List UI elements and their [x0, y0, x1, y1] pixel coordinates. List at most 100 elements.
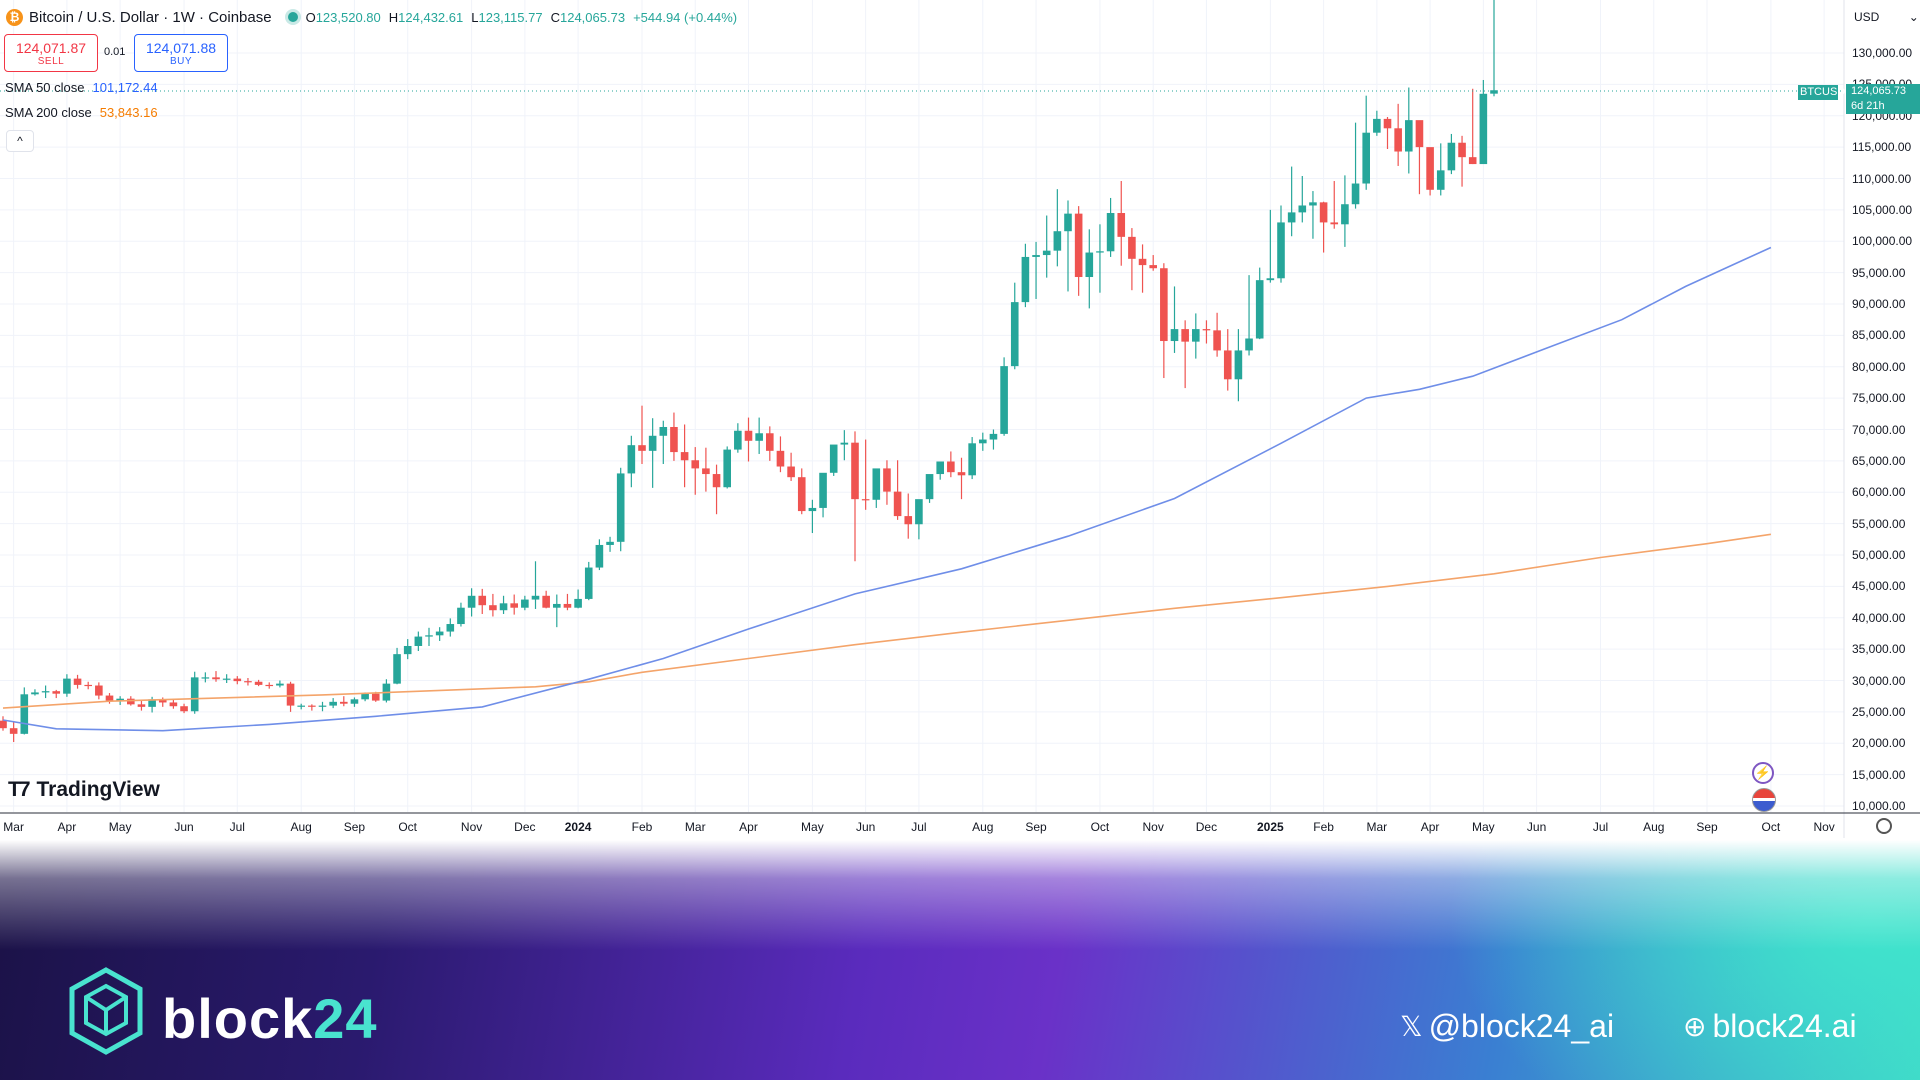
us-flag-icon[interactable] — [1752, 788, 1776, 812]
candle — [627, 435, 636, 488]
candle — [776, 436, 785, 473]
candle-body — [95, 685, 103, 696]
candle — [574, 589, 582, 609]
candle-body — [883, 468, 891, 492]
candle-body — [340, 701, 348, 704]
candle — [286, 681, 295, 712]
candle-body — [414, 636, 423, 646]
candle-body — [425, 635, 433, 637]
time-tick-label: Aug — [290, 820, 312, 834]
time-tick-label: Dec — [1195, 820, 1218, 834]
candle — [1234, 329, 1243, 402]
candle-body — [499, 603, 508, 611]
candle — [521, 595, 529, 611]
candle — [840, 430, 849, 461]
symbol-title[interactable]: Bitcoin / U.S. Dollar · 1W · Coinbase — [29, 8, 272, 26]
bar-countdown: 6d 21h — [1846, 99, 1920, 114]
price-tick-label: 100,000.00 — [1852, 234, 1913, 249]
time-tick-label: Nov — [1813, 820, 1835, 834]
candle-body — [947, 461, 955, 473]
indicator-sma200[interactable]: SMA 200 close 53,843.16 — [5, 105, 158, 120]
candle-body — [872, 468, 881, 500]
candle-body — [0, 720, 7, 729]
price-tick-label: 30,000.00 — [1852, 673, 1906, 688]
candle — [31, 689, 39, 696]
candle — [1181, 320, 1189, 389]
ohlc-close-value: 124,065.73 — [559, 9, 626, 25]
website-link[interactable]: ⊕ block24.ai — [1683, 1008, 1857, 1045]
price-tick-label: 130,000.00 — [1852, 46, 1913, 60]
time-tick-label: May — [108, 820, 132, 834]
candle-body — [829, 444, 838, 473]
twitter-handle-text: @block24_ai — [1428, 1008, 1615, 1044]
candle-body — [702, 468, 710, 475]
candle-body — [776, 450, 785, 467]
candle — [829, 444, 838, 476]
candle — [1085, 229, 1094, 309]
candle — [1330, 181, 1339, 229]
tradingview-logo[interactable]: T7 TradingView — [8, 778, 160, 802]
candle-body — [1319, 202, 1328, 223]
candle — [244, 677, 252, 686]
candle — [340, 696, 348, 707]
candle — [851, 431, 859, 562]
price-chart[interactable] — [0, 0, 1920, 840]
candle-body — [1000, 366, 1008, 434]
time-tick-label: Oct — [1761, 820, 1781, 834]
candle-body — [1096, 251, 1104, 253]
candle-body — [787, 466, 795, 478]
candle-body — [1202, 329, 1211, 331]
indicator-sma50-label: SMA 50 close — [5, 80, 85, 95]
candle — [446, 618, 455, 637]
candle — [1415, 120, 1424, 195]
candle-body — [41, 691, 50, 693]
ohlc-open: O123,520.80 — [306, 10, 381, 25]
candle-body — [1309, 202, 1317, 206]
sell-price: 124,071.87 — [15, 39, 87, 56]
price-tick-label: 95,000.00 — [1852, 265, 1906, 280]
candle-body — [1362, 132, 1370, 184]
candle — [819, 472, 827, 518]
candle-body — [286, 683, 295, 706]
candle-body — [233, 678, 242, 682]
candle-body — [1341, 204, 1349, 225]
candle — [1106, 197, 1115, 257]
time-tick-label: Nov — [460, 820, 483, 834]
sma50-line — [2, 246, 1772, 732]
collapse-indicators-button[interactable]: ^ — [6, 130, 34, 152]
time-tick-label: Jun — [174, 820, 194, 834]
candle-body — [350, 699, 359, 704]
settings-icon[interactable] — [1876, 818, 1892, 834]
candle-body — [489, 605, 497, 611]
candle — [1128, 228, 1136, 291]
candle — [883, 460, 891, 505]
brand-name-part1: block — [162, 987, 314, 1050]
candle — [84, 681, 92, 690]
footer-fade — [0, 840, 1920, 950]
candle-body — [180, 706, 188, 712]
indicator-sma50[interactable]: SMA 50 close 101,172.44 — [5, 80, 158, 95]
candle — [1000, 357, 1008, 436]
twitter-handle[interactable]: 𝕏 @block24_ai — [1400, 1008, 1614, 1045]
price-tick-label: 15,000.00 — [1852, 767, 1906, 782]
candle — [222, 674, 231, 684]
time-tick-label: Dec — [514, 820, 536, 834]
buy-button[interactable]: 124,071.88 BUY — [134, 34, 228, 72]
symbol-header: ₿ Bitcoin / U.S. Dollar · 1W · Coinbase … — [0, 0, 745, 34]
candle — [702, 447, 710, 492]
candle — [808, 499, 817, 534]
candle-body — [723, 449, 731, 488]
currency-selector[interactable]: USD ⌄ — [1854, 10, 1919, 24]
sell-button[interactable]: 124,071.87 SELL — [4, 34, 98, 72]
candle-body — [979, 439, 987, 444]
candle — [1458, 135, 1466, 187]
ohlc-low: L123,115.77 — [471, 10, 542, 25]
candle-body — [435, 631, 444, 636]
price-tick-label: 20,000.00 — [1852, 736, 1906, 751]
lightning-icon[interactable]: ⚡ — [1752, 762, 1774, 784]
time-tick-label: Aug — [1643, 820, 1665, 834]
candle-body — [1064, 213, 1072, 232]
ohlc-close-key: C — [550, 9, 560, 25]
candle — [1373, 110, 1381, 136]
candle-body — [116, 698, 124, 701]
